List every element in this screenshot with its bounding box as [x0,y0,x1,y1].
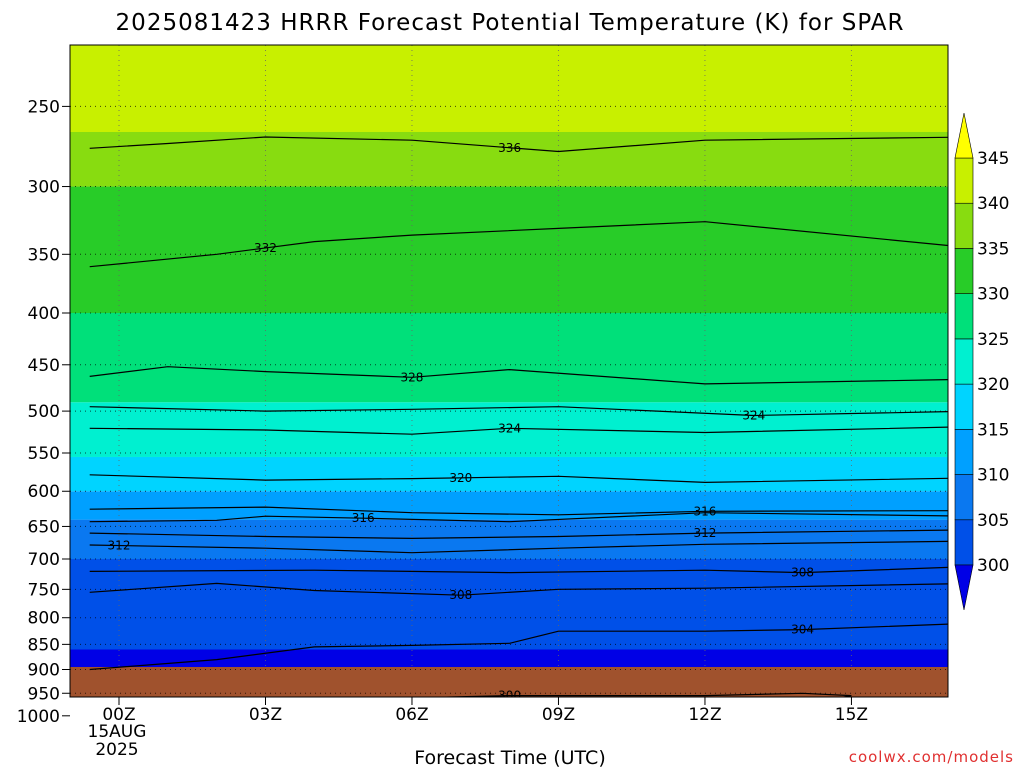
contour-line [89,582,948,596]
colorbar-min-arrow [954,564,974,611]
contour-line [89,474,948,484]
colorbar: 300 305 310 315 320 325 330 335 340 345 [954,112,1009,611]
colorbar-label: 340 [977,194,1009,214]
contour-label: 324 [498,421,521,435]
y-tick-label: 250 [28,97,60,117]
y-axis: 250 300 350 400 450 500 550 600 650 700 750 800 850 9… [17,97,70,727]
colorbar-segment [954,293,974,340]
ground-fill [70,667,948,697]
y-tick-label: 400 [28,304,60,324]
grid-lines [70,45,948,694]
contour-label: 332 [254,241,277,255]
y-tick-label: 900 [28,660,60,680]
contour-line [89,136,948,153]
colorbar-label: 325 [977,330,1009,350]
colorbar-segment [954,383,974,430]
x-tick-label: 09Z [542,705,575,725]
credit-text: coolwx.com/models [849,748,1014,766]
chart-title: 2025081423 HRRR Forecast Potential Tempe… [116,10,905,36]
contour-line [89,540,948,554]
contour-line [89,366,948,385]
contour-label: 320 [449,471,472,485]
contour-label: 300 [498,689,521,703]
colorbar-segment [954,202,974,249]
y-tick-label: 500 [28,402,60,422]
x-tick-label: 03Z [249,705,282,725]
color-band [70,491,948,520]
color-band [70,313,948,403]
colorbar-label: 315 [977,420,1009,440]
color-band [70,132,948,187]
contour-line [424,692,852,697]
contour-line [89,221,948,268]
contour-line [89,623,948,671]
contour-label: 316 [694,504,717,518]
colorbar-segment [954,157,974,204]
contour-line [89,426,948,435]
color-band [70,519,948,560]
y-tick-label: 650 [28,517,60,537]
contour-label: 308 [449,588,472,602]
contour-line [89,406,948,417]
colorbar-segment [954,474,974,521]
colorbar-label: 320 [977,375,1009,395]
colorbar-label: 345 [977,149,1009,169]
x-tick-label: 06Z [395,705,428,725]
x-axis-label: Forecast Time (UTC) [414,747,605,768]
x-tick-label: 12Z [688,705,721,725]
colorbar-label: 330 [977,285,1009,305]
x-tick-label: 00Z [102,705,135,725]
x-tick-label: 15Z [835,705,868,725]
contour-line [89,506,948,516]
colorbar-segment [954,338,974,385]
y-tick-label: 950 [28,684,60,704]
color-band [70,456,948,492]
colorbar-segment [954,429,974,475]
ground-layer [70,667,948,697]
y-tick-label: 850 [28,635,60,655]
contour-line [89,529,948,540]
y-tick-label: 550 [28,444,60,464]
x-tick-date: 15AUG [88,722,147,742]
contour-label: 308 [791,566,814,580]
colorbar-label: 300 [977,556,1009,576]
x-tick-year: 2025 [95,740,138,760]
color-band [70,559,948,650]
y-tick-label: 750 [28,580,60,600]
y-tick-label: 800 [28,609,60,629]
contour-label: 336 [498,141,521,155]
contour-label: 316 [352,511,375,525]
contour-label: 324 [742,408,765,422]
y-tick-label: 300 [28,178,60,198]
contour-line [89,566,948,574]
colorbar-label: 305 [977,511,1009,531]
contour-line [89,512,948,523]
y-tick-label: 350 [28,245,60,265]
y-tick-label: 600 [28,482,60,502]
color-bands [70,45,948,697]
y-tick-label: 1000 [17,707,60,727]
y-tick-label: 700 [28,550,60,570]
colorbar-label: 310 [977,466,1009,486]
contour-label: 312 [108,539,131,553]
plot-frame [69,44,949,698]
contour-label: 312 [694,526,717,540]
colorbar-segment [954,248,974,294]
contour-label: 304 [791,623,814,637]
y-tick-label: 450 [28,356,60,376]
contour-label: 328 [401,370,424,384]
color-band [70,186,948,314]
colorbar-segment [954,519,974,566]
colorbar-label: 335 [977,239,1009,259]
color-band [70,45,948,133]
colorbar-max-arrow [954,112,974,159]
